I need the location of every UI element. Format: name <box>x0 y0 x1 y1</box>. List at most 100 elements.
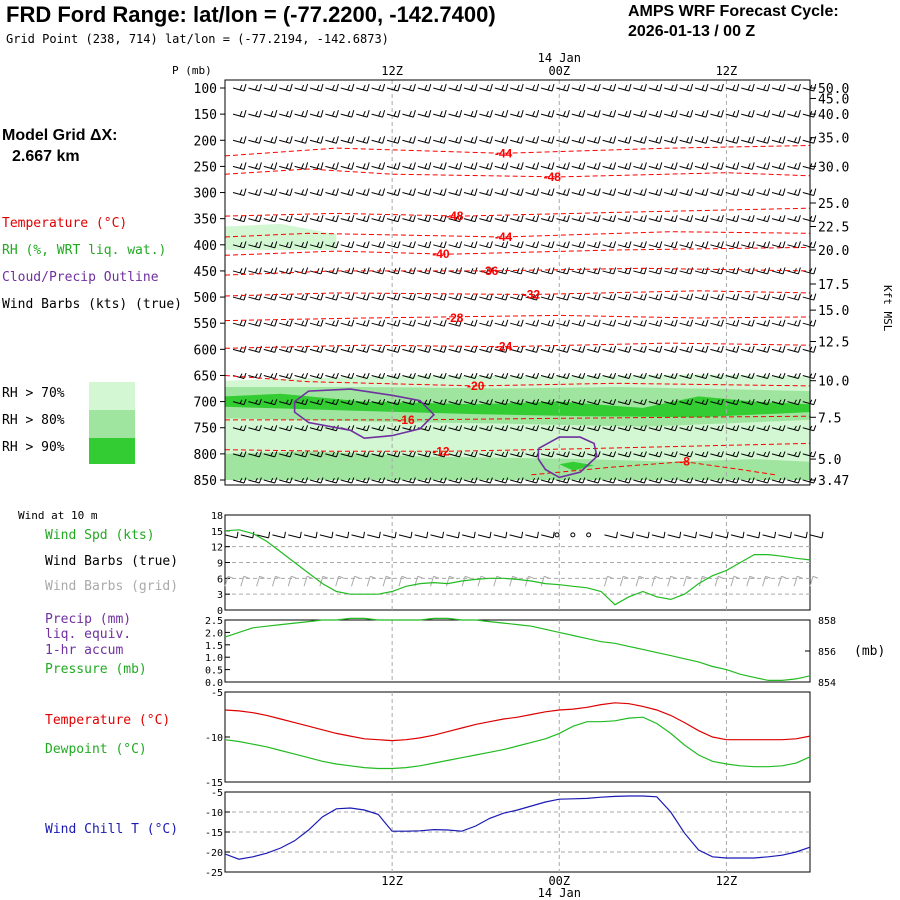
pressure-tick-label: 850 <box>194 474 217 489</box>
wind-barb <box>648 83 663 92</box>
wind-barb <box>664 425 678 432</box>
wind-barb-grid <box>746 575 755 587</box>
wind-barb <box>648 425 663 432</box>
wind-barb <box>540 188 555 197</box>
temperature-contour <box>224 168 811 178</box>
wind-barb <box>248 136 262 144</box>
wind-barb <box>694 399 709 406</box>
height-tick-label: 25.0 <box>818 197 849 212</box>
wind-barb <box>540 425 555 432</box>
wind-barb <box>633 319 647 327</box>
wind-barb <box>232 188 247 197</box>
wind-barb <box>448 293 463 301</box>
wind-barb-true <box>683 531 698 539</box>
height-tick-label: 15.0 <box>818 304 849 319</box>
wind-barb <box>356 399 370 406</box>
height-tick-label: 20.0 <box>818 244 849 259</box>
wind-barb <box>417 162 432 170</box>
wind-barb <box>617 109 632 118</box>
wind_10m-chart: 0 3 6 9 12 15 18 <box>211 511 824 617</box>
wind-barb <box>417 319 432 327</box>
wind-barb <box>263 83 278 92</box>
wind-barb <box>294 372 309 379</box>
wind-barb <box>771 477 786 484</box>
wind-barb <box>633 136 647 144</box>
wind-barb <box>263 319 278 327</box>
wind-barb <box>479 425 493 432</box>
wind-barb <box>679 399 694 406</box>
wind-barb <box>694 267 709 275</box>
wind-barb <box>433 83 447 92</box>
wind-barb <box>325 293 339 301</box>
wind-barb <box>371 188 386 197</box>
model-grid-value: 2.667 km <box>12 148 80 165</box>
height-tick-label: 3.47 <box>818 474 849 489</box>
calm-marker <box>570 532 576 538</box>
wind-barb <box>510 109 524 118</box>
wind-barb <box>417 293 432 301</box>
wind-barb <box>309 267 324 275</box>
calm-marker <box>554 532 560 538</box>
wind-barb <box>787 83 801 92</box>
top-time-label: 12Z <box>381 64 403 78</box>
wind-barb <box>510 241 524 249</box>
wind_10m-ytick-label: 12 <box>211 543 223 554</box>
wind-barb <box>756 241 771 249</box>
height-tick-label: 50.0 <box>818 82 849 97</box>
height-tick-label: 12.5 <box>818 335 849 350</box>
wind-barb <box>556 372 570 379</box>
wind-barb <box>756 83 771 92</box>
wind-barb <box>279 109 293 118</box>
wind-barb <box>571 162 586 170</box>
wind-barb <box>664 319 678 327</box>
wind-barb <box>510 425 524 432</box>
wind-barb <box>694 372 709 379</box>
wind-barb <box>248 425 262 432</box>
wind-barb <box>309 162 324 170</box>
wind_10m-ytick-label: 9 <box>217 559 223 570</box>
wind-barb <box>232 109 247 118</box>
wind-barb <box>386 188 401 197</box>
wind-barb <box>587 477 601 484</box>
wind-barb <box>356 293 370 301</box>
wind-barb <box>617 451 632 458</box>
wind-barb <box>741 399 755 406</box>
wind-barb <box>587 399 601 406</box>
wind-barb <box>725 241 740 249</box>
wind-barb <box>741 293 755 301</box>
wind-barb <box>325 451 339 458</box>
wind-barb <box>648 293 663 301</box>
wind-barb <box>525 109 540 118</box>
wind-barb <box>602 451 617 458</box>
temperature-contour-label: -44 <box>495 230 513 244</box>
wind-barb <box>463 345 478 353</box>
wind-barb <box>356 109 370 118</box>
wind-barb-grid <box>445 575 455 587</box>
wind-barb <box>540 215 555 223</box>
precip_pressure-ytick-label: 1.0 <box>205 653 223 664</box>
bottom-time-label: 00Z <box>548 874 570 888</box>
wind-barb <box>356 319 370 327</box>
calm-marker <box>586 532 592 538</box>
wind-barb <box>510 162 524 170</box>
model-grid-label: Model Grid ΔX: <box>2 127 118 144</box>
wind-barb <box>433 215 447 223</box>
wind-barb-true <box>224 531 239 539</box>
wind-barb <box>463 83 478 92</box>
wind-barb <box>787 109 801 118</box>
wind-barb <box>402 319 416 327</box>
wind-barb <box>648 136 663 144</box>
wind-barb <box>741 345 755 353</box>
wind-barb <box>587 319 601 327</box>
wind-barb-grid <box>256 575 265 587</box>
wind-barb <box>248 83 262 92</box>
wind-barb <box>540 83 555 92</box>
wind-barb <box>448 372 463 379</box>
rh-region <box>225 393 810 418</box>
temp_dewpoint-ytick-label: -15 <box>205 778 223 789</box>
wind_chill-ytick-label: -10 <box>205 808 223 819</box>
wind-barb <box>448 109 463 118</box>
wind-barb <box>356 372 370 379</box>
wind_10m-ytick-label: 6 <box>217 574 223 585</box>
wind-barb <box>279 188 293 197</box>
